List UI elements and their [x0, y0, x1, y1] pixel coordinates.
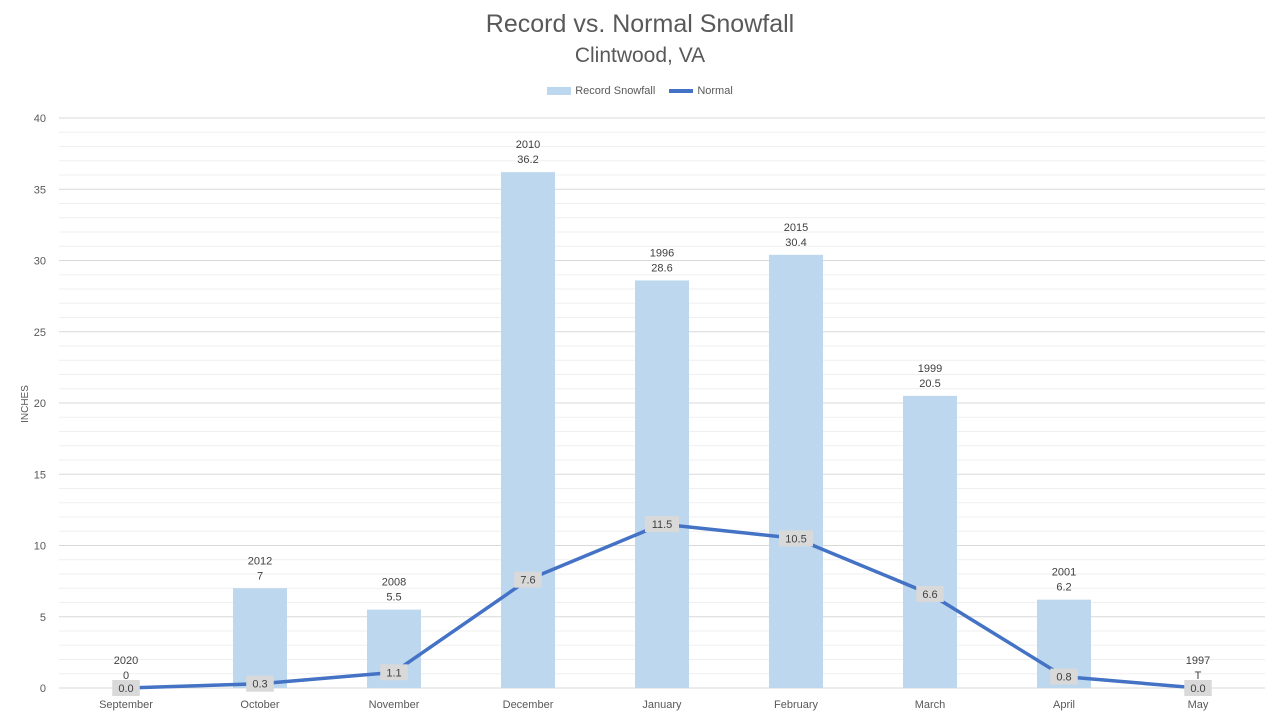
record-value-label: 5.5 [386, 592, 401, 604]
record-value-label: 36.2 [517, 154, 538, 166]
x-tick-label: April [1053, 699, 1075, 711]
normal-label-box [1050, 668, 1078, 685]
normal-label-box [1184, 680, 1212, 696]
bar-data-labels: 2020 0 2012 7 2008 5.5 2010 36.2 1996 28.6 2015 30.… [114, 139, 1210, 682]
y-tick-label: 10 [34, 541, 46, 553]
record-year-label: 1999 [918, 363, 942, 375]
legend-label-record: Record Snowfall [575, 85, 656, 97]
record-value-label: 30.4 [785, 237, 806, 249]
legend: Record Snowfall Normal [0, 85, 1280, 97]
x-tick-label: September [99, 699, 153, 711]
y-tick-label: 20 [34, 398, 46, 410]
normal-value-label: 7.6 [520, 575, 535, 587]
legend-item-record: Record Snowfall [547, 85, 655, 97]
legend-item-normal: Normal [669, 85, 733, 97]
normal-label-box [112, 680, 140, 696]
y-tick-labels: 0 5 10 15 20 25 30 35 40 [34, 113, 46, 695]
record-year-label: 2015 [784, 222, 808, 234]
y-tick-label: 5 [40, 612, 46, 624]
y-tick-label: 40 [34, 113, 46, 125]
y-tick-label: 30 [34, 256, 46, 268]
normal-value-label: 0.3 [252, 679, 267, 691]
chart-subtitle: Clintwood, VA [574, 44, 706, 67]
normal-value-label: 0.0 [118, 683, 133, 695]
normal-data-labels: 0.0 0.3 1.1 7.6 11.5 10.5 6.6 0.8 0.0 [112, 516, 1212, 696]
x-tick-label: May [1188, 699, 1209, 711]
normal-value-label: 11.5 [652, 519, 673, 531]
y-tick-label: 25 [34, 327, 46, 339]
x-tick-label: March [915, 699, 946, 711]
normal-label-box [514, 571, 542, 588]
record-value-label: 7 [257, 570, 263, 582]
record-bar [501, 172, 555, 688]
record-bar [769, 254, 823, 689]
y-axis-label: INCHES [20, 385, 31, 423]
record-year-label: 2012 [248, 555, 272, 567]
bars [233, 172, 1091, 689]
record-bar [635, 280, 689, 688]
normal-value-label: 0.8 [1056, 672, 1071, 684]
record-bar [233, 588, 287, 688]
record-year-label: 2010 [516, 139, 540, 151]
record-bar [903, 395, 957, 688]
legend-label-normal: Normal [697, 85, 733, 97]
x-tick-labels: September October November December January F… [99, 699, 1209, 711]
normal-value-label: 0.0 [1190, 683, 1205, 695]
record-value-label: 20.5 [919, 378, 940, 390]
x-tick-label: November [369, 699, 420, 711]
record-value-label: 6.2 [1056, 582, 1071, 594]
record-year-label: 1996 [650, 247, 674, 259]
y-tick-label: 15 [34, 469, 46, 481]
normal-value-label: 6.6 [922, 589, 937, 601]
normal-label-box [246, 675, 274, 692]
normal-label-box [645, 516, 679, 533]
x-tick-label: February [774, 699, 819, 711]
normal-label-box [380, 664, 408, 681]
normal-label-box [779, 530, 813, 547]
record-year-label: 1997 [1186, 655, 1210, 667]
x-tick-label: December [503, 699, 554, 711]
x-tick-label: October [240, 699, 279, 711]
legend-swatch-record [547, 87, 572, 95]
legend-swatch-normal [669, 89, 694, 93]
y-tick-label: 0 [40, 683, 46, 695]
y-tick-label: 35 [34, 184, 46, 196]
record-value-label: 0 [123, 670, 129, 682]
record-year-label: 2001 [1052, 567, 1076, 579]
normal-value-label: 10.5 [785, 533, 806, 545]
record-value-label: T [1195, 670, 1202, 682]
x-tick-label: January [642, 699, 682, 711]
normal-value-label: 1.1 [386, 667, 401, 679]
chart-title: Record vs. Normal Snowfall [485, 10, 795, 38]
record-year-label: 2008 [382, 577, 406, 589]
record-year-label: 2020 [114, 655, 138, 667]
normal-label-box [916, 585, 944, 602]
record-value-label: 28.6 [651, 262, 672, 274]
